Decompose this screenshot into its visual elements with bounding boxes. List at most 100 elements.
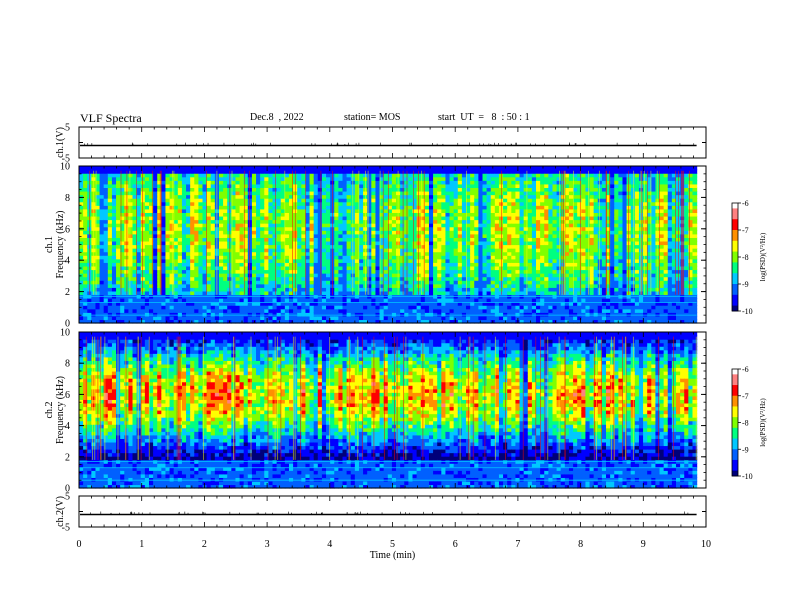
spectrogram-cell	[461, 312, 467, 317]
spectrogram-cell	[313, 190, 319, 196]
spectrogram-cell	[515, 255, 521, 260]
spectrogram-cell	[79, 269, 84, 274]
spectrogram-cell	[391, 276, 397, 281]
spectrogram-cell	[420, 201, 426, 206]
spectrogram-cell	[482, 301, 488, 306]
spectrogram-cell	[346, 315, 352, 321]
spectrogram-cell	[408, 319, 414, 324]
spectrogram-cell	[531, 187, 537, 192]
spectrogram-cell	[218, 237, 224, 242]
spectrogram-cell	[153, 212, 158, 217]
spectrogram-cell	[544, 265, 549, 271]
spectrogram-cell	[116, 312, 121, 317]
spectrogram-cell	[346, 276, 352, 281]
spectrogram-cell	[272, 262, 278, 267]
spectrogram-cell	[235, 276, 241, 281]
spectrogram-cell	[107, 273, 113, 278]
spectrogram-cell	[194, 276, 199, 281]
spectrogram-cell	[375, 280, 381, 285]
spectrogram-cell	[367, 287, 372, 292]
spectrogram-cell	[375, 258, 381, 263]
spectrogram-cell	[523, 237, 529, 242]
spectrogram-cell	[243, 258, 249, 263]
spectrogram-cell	[420, 319, 426, 324]
spectrogram-cell	[404, 315, 409, 321]
spectrogram-cell	[276, 305, 282, 310]
spectrogram-cell	[498, 194, 504, 199]
spectrogram-cell	[132, 308, 138, 313]
spectrogram-cell	[490, 290, 496, 296]
spectrogram-cell	[490, 280, 496, 285]
spectrogram-cell	[157, 248, 162, 253]
spectrogram-cell	[218, 265, 224, 271]
spectrogram-cell	[256, 305, 261, 310]
spectrogram-cell	[206, 315, 212, 321]
spectrogram-cell	[132, 269, 138, 274]
spectrogram-cell	[128, 244, 134, 249]
spectrogram-cell	[202, 169, 208, 174]
spectrogram-cell	[494, 298, 500, 303]
spectrogram-cell	[223, 262, 228, 267]
spectrogram-cell	[461, 226, 467, 231]
spectrogram-cell	[309, 173, 315, 178]
spectrogram-cell	[523, 280, 529, 285]
spectrogram-cell	[428, 183, 434, 189]
spectrogram-cell	[305, 265, 311, 271]
spectrogram-cell	[474, 280, 479, 285]
spectrogram-cell	[470, 298, 475, 303]
spectrogram-cell	[186, 262, 191, 267]
spectrogram-cell	[313, 262, 319, 267]
spectrogram-cell	[515, 173, 521, 178]
spectrogram-cell	[157, 233, 162, 238]
spectrogram-cell	[531, 308, 537, 313]
spectrogram-cell	[317, 319, 323, 324]
spectrogram-cell	[87, 308, 92, 313]
spectrogram-cell	[116, 240, 121, 246]
spectrogram-cell	[305, 208, 311, 213]
spectrogram-cell	[218, 226, 224, 231]
spectrogram-cell	[346, 166, 352, 171]
spectrogram-cell	[540, 215, 545, 221]
spectrogram-cell	[194, 258, 199, 263]
spectrogram-cell	[140, 223, 146, 228]
spectrogram-cell	[239, 169, 245, 174]
spectrogram-cell	[387, 176, 393, 181]
spectrogram-cell	[503, 315, 508, 321]
spectrogram-cell	[420, 194, 426, 199]
spectrogram-cell	[280, 269, 286, 274]
spectrogram-cell	[387, 201, 393, 206]
spectrogram-cell	[260, 187, 265, 192]
spectrogram-cell	[412, 248, 418, 253]
spectrogram-cell	[367, 290, 372, 296]
spectrogram-cell	[531, 280, 537, 285]
spectrogram-cell	[498, 230, 504, 235]
spectrogram-cell	[387, 166, 393, 171]
spectrogram-cell	[478, 251, 484, 256]
spectrogram-cell	[391, 183, 397, 189]
spectrogram-cell	[260, 298, 265, 303]
spectrogram-cell	[313, 180, 319, 185]
spectrogram-cell	[251, 283, 257, 288]
spectrogram-cell	[247, 180, 253, 185]
spectrogram-cell	[256, 301, 261, 306]
spectrogram-cell	[424, 319, 430, 324]
spectrogram-cell	[523, 176, 529, 181]
spectrogram-cell	[391, 240, 397, 246]
spectrogram-cell	[198, 301, 204, 306]
spectrogram-cell	[280, 248, 286, 253]
spectrogram-cell	[157, 180, 162, 185]
spectrogram-cell	[494, 305, 500, 310]
spectrogram-cell	[165, 269, 171, 274]
spectrogram-cell	[177, 205, 183, 210]
spectrogram-cell	[288, 283, 294, 288]
spectrogram-cell	[140, 187, 146, 192]
spectrogram-cell	[441, 194, 447, 199]
spectrogram-cell	[400, 287, 405, 292]
spectrogram-cell	[218, 319, 224, 324]
spectrogram-cell	[404, 180, 409, 185]
spectrogram-cell	[301, 265, 307, 271]
spectrogram-cell	[144, 258, 150, 263]
spectrogram-cell	[466, 312, 471, 317]
spectrogram-cell	[420, 265, 426, 271]
spectrogram-cell	[383, 223, 389, 228]
